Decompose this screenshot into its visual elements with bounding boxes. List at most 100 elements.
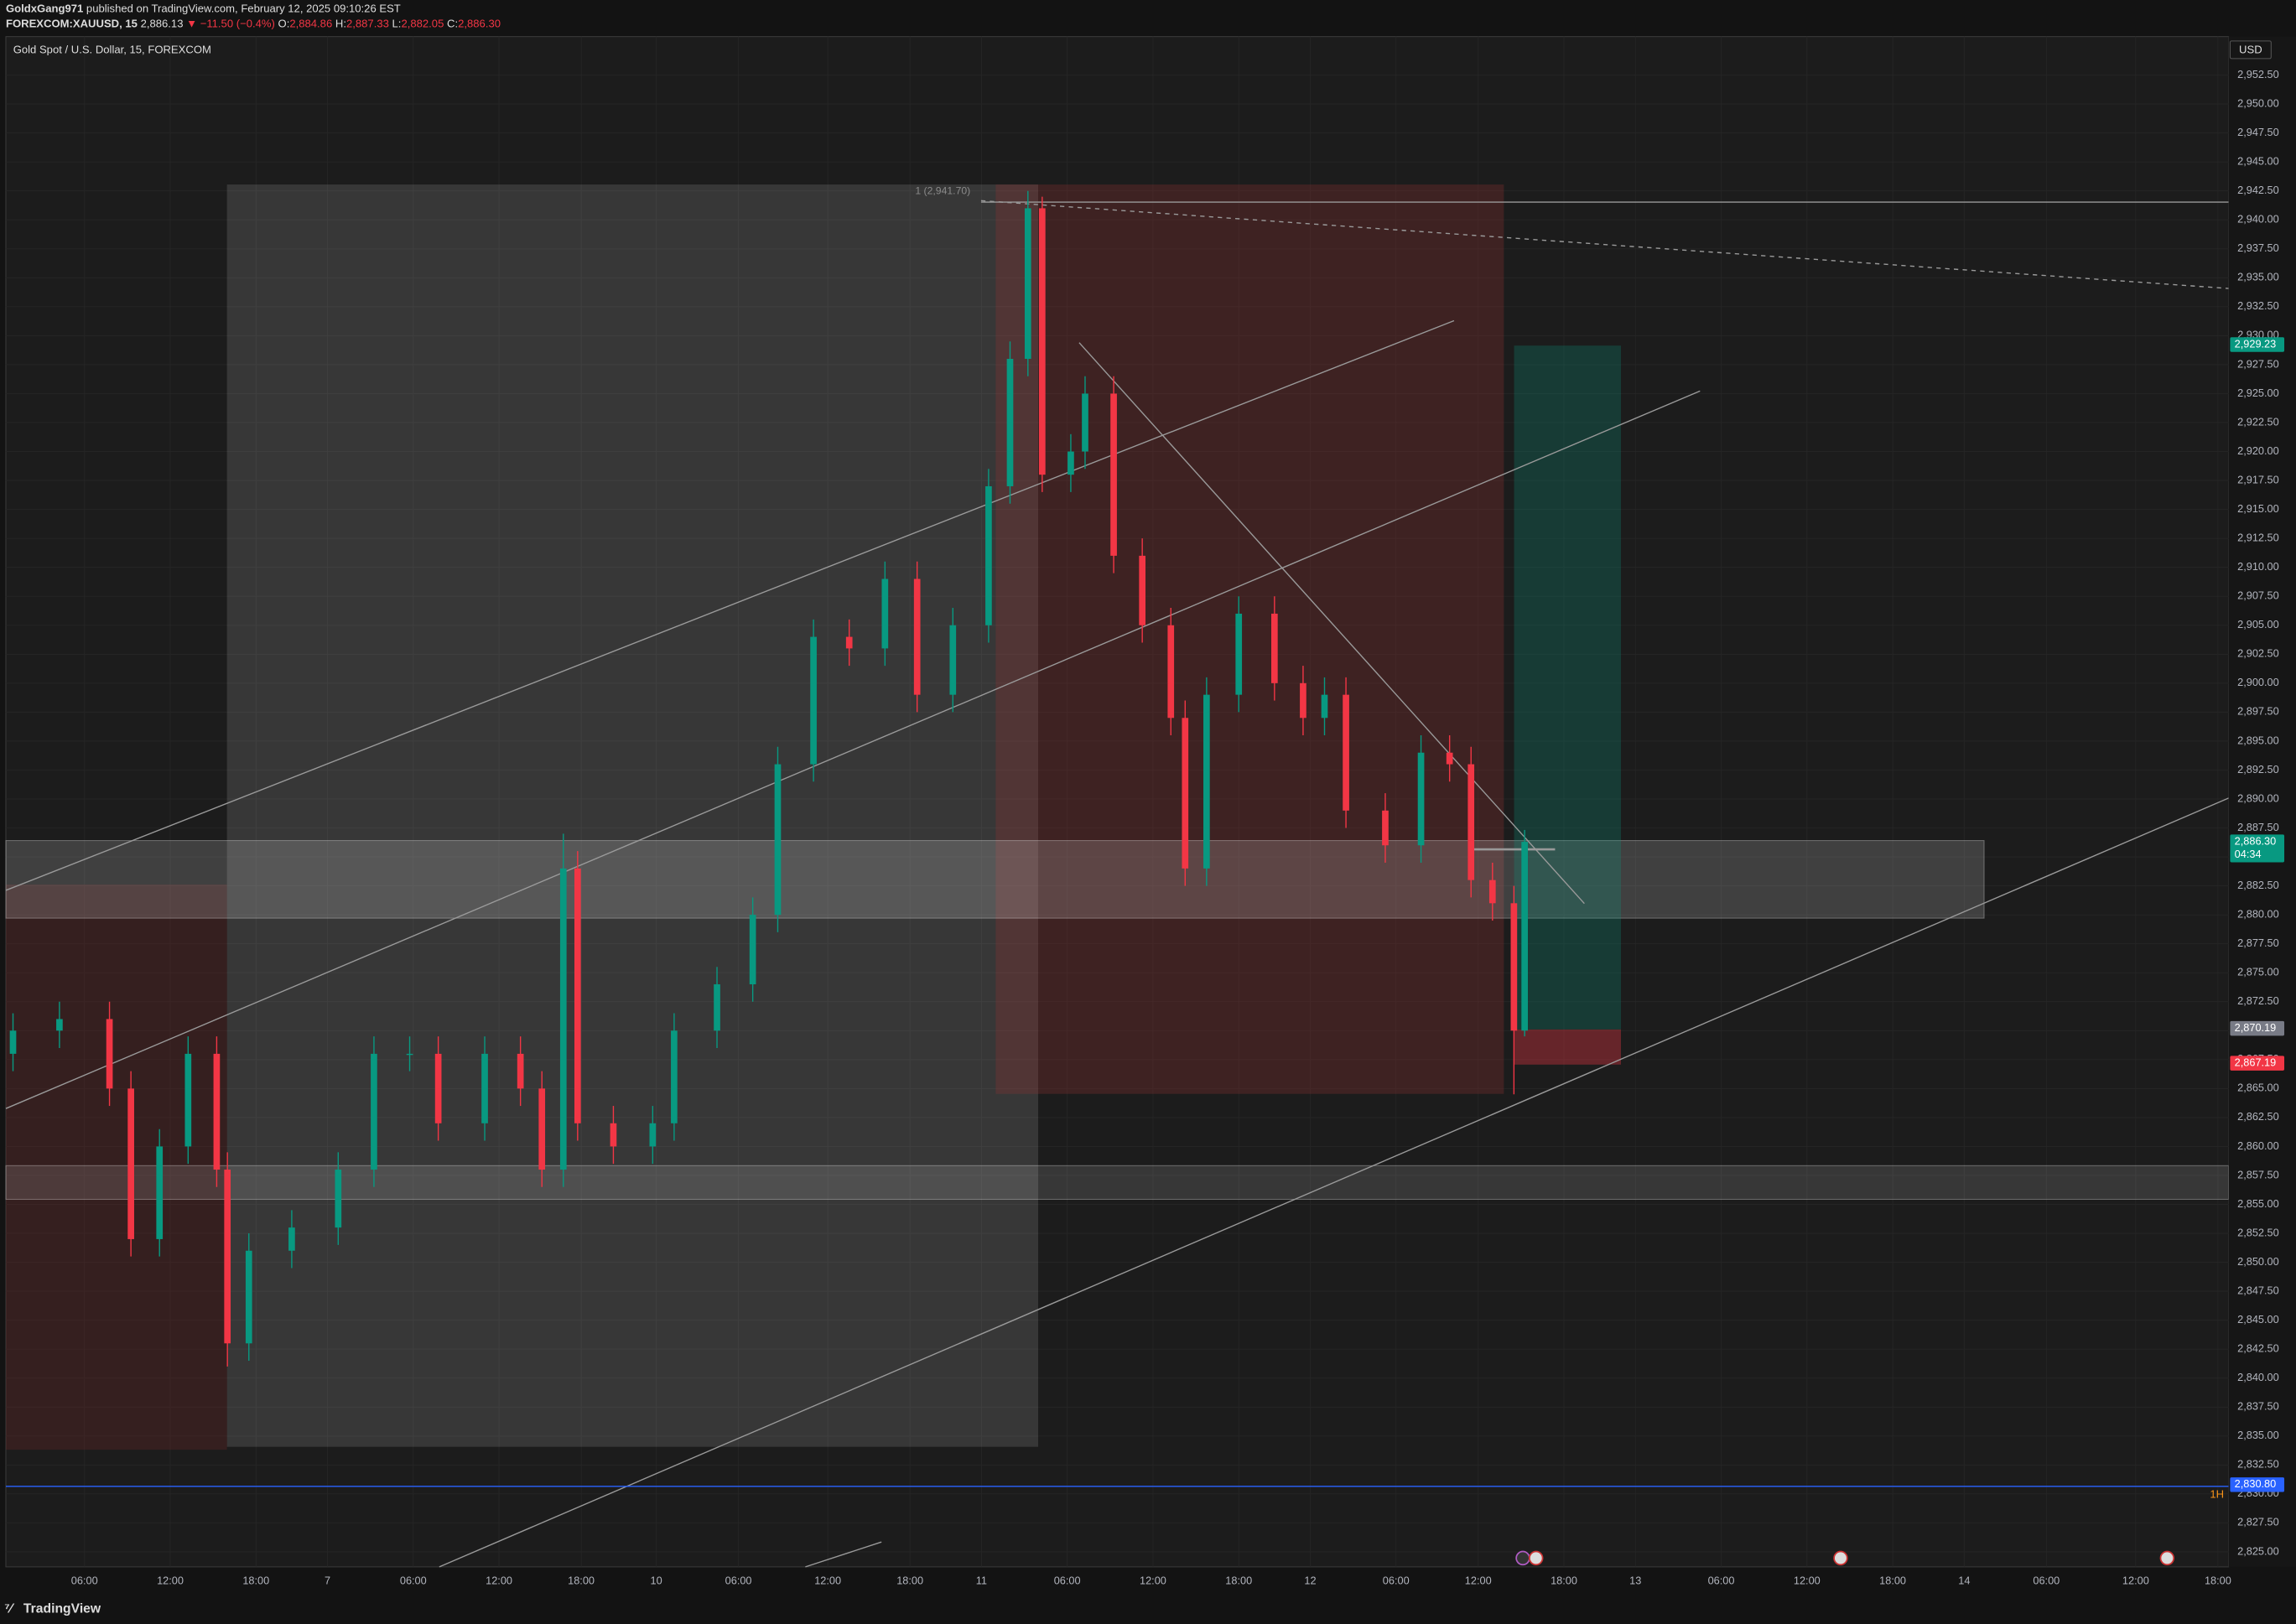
y-tick-label: 2,940.00 (2237, 213, 2279, 226)
chart-title: Gold Spot / U.S. Dollar, 15, FOREXCOM (13, 44, 211, 56)
y-tick-label: 2,905.00 (2237, 618, 2279, 630)
y-tick-label: 2,925.00 (2237, 387, 2279, 399)
y-tick-label: 2,840.00 (2237, 1371, 2279, 1383)
y-tick-label: 2,892.50 (2237, 763, 2279, 776)
y-tick-label: 2,942.50 (2237, 184, 2279, 196)
candle-body (245, 1250, 252, 1344)
candle-body (1006, 359, 1014, 486)
y-tick-label: 2,912.50 (2237, 532, 2279, 544)
price-axis (2228, 36, 2296, 1567)
candle-body (184, 1053, 192, 1147)
y-tick-label: 2,890.00 (2237, 791, 2279, 804)
y-tick-label: 2,875.00 (2237, 966, 2279, 978)
candle-body (913, 579, 921, 695)
candle-body (538, 1088, 546, 1170)
event-icon[interactable] (1515, 1550, 1530, 1566)
target-zone (1514, 345, 1622, 1030)
price-label-box (2230, 1056, 2285, 1071)
author: GoldxGang971 (6, 3, 83, 15)
y-tick-label: 2,865.00 (2237, 1082, 2279, 1094)
candle-body (1038, 208, 1046, 475)
x-tick-label: 06:00 (1708, 1575, 1735, 1587)
channel-line (805, 1541, 882, 1568)
zone-box (5, 884, 227, 1450)
y-tick-label: 2,882.50 (2237, 879, 2279, 891)
candle-body (127, 1088, 134, 1239)
y-tick-label: 2,855.00 (2237, 1197, 2279, 1210)
candle-body (1203, 694, 1210, 869)
x-tick-label: 13 (1629, 1575, 1641, 1587)
candle-body (949, 625, 957, 695)
y-tick-label: 2,945.00 (2237, 155, 2279, 168)
y-tick-label: 2,857.50 (2237, 1168, 2279, 1180)
currency-box[interactable] (2229, 40, 2272, 60)
event-icon[interactable] (2159, 1550, 2175, 1566)
y-tick-label: 2,887.50 (2237, 821, 2279, 833)
event-icon[interactable] (1833, 1550, 1848, 1566)
candle-body (1139, 555, 1146, 625)
y-tick-label: 2,900.00 (2237, 676, 2279, 688)
candle-body (481, 1053, 488, 1123)
candle-body (774, 764, 782, 916)
x-tick-label: 12:00 (157, 1575, 184, 1587)
candle-body (106, 1019, 113, 1089)
candle-body (288, 1227, 295, 1251)
x-tick-label: 06:00 (1054, 1575, 1081, 1587)
last-price: 2,886.13 (141, 18, 184, 30)
candle-body (1082, 393, 1088, 452)
y-tick-label: 2,845.00 (2237, 1313, 2279, 1326)
x-tick-label: 18:00 (1879, 1575, 1906, 1587)
y-tick-label: 2,950.00 (2237, 96, 2279, 109)
annotation: 1 (2,941.70) (915, 185, 970, 197)
y-tick-label: 2,922.50 (2237, 415, 2279, 428)
y-tick-label: 2,932.50 (2237, 299, 2279, 312)
demand-zone (5, 1165, 2230, 1201)
candle-body (749, 915, 756, 985)
x-tick-label: 12:00 (2122, 1575, 2149, 1587)
y-tick-label: 2,877.50 (2237, 937, 2279, 949)
y-tick-label: 2,910.00 (2237, 560, 2279, 573)
x-tick-label: 11 (976, 1575, 987, 1587)
candle-body (1321, 694, 1328, 719)
price-label-box (2230, 337, 2285, 352)
y-tick-label: 2,837.50 (2237, 1400, 2279, 1413)
ohlc-value: 2,882.05 (401, 18, 444, 30)
y-tick-label: 2,927.50 (2237, 357, 2279, 370)
candle-body (985, 485, 992, 625)
y-tick-label: 2,907.50 (2237, 589, 2279, 602)
ohlc-key: C: (447, 18, 458, 30)
event-icon[interactable] (1529, 1550, 1544, 1566)
x-tick-label: 12:00 (1465, 1575, 1492, 1587)
ohlc-key: O: (278, 18, 290, 30)
x-tick-label: 14 (1958, 1575, 1970, 1587)
plot-area (5, 36, 2230, 1568)
x-tick-label: 06:00 (71, 1575, 98, 1587)
x-tick-label: 06:00 (2033, 1575, 2060, 1587)
y-tick-label: 2,847.50 (2237, 1284, 2279, 1296)
candle-body (559, 868, 567, 1170)
interval-badge: 1H (2210, 1488, 2224, 1501)
candle-body (649, 1123, 657, 1147)
price-label-sub: 04:34 (2235, 848, 2262, 860)
x-tick-label: 18:00 (1225, 1575, 1252, 1587)
candle-body (810, 636, 817, 765)
price-label-box (2230, 1020, 2285, 1036)
candle-body (1382, 810, 1389, 846)
candle-body (1521, 842, 1528, 1031)
candle-body (1488, 879, 1496, 904)
candle-body (1417, 752, 1425, 846)
candle-body (1182, 718, 1189, 869)
symbol: FOREXCOM:XAUUSD, 15 (6, 18, 138, 30)
x-tick-label: 12:00 (486, 1575, 512, 1587)
candle-body (574, 868, 581, 1123)
x-tick-label: 12:00 (1794, 1575, 1821, 1587)
candle-body (213, 1053, 221, 1170)
price-label: 2,867.19 (2235, 1056, 2277, 1068)
candle-body (56, 1019, 63, 1031)
channel-line (5, 319, 1455, 891)
y-tick-label: 2,880.00 (2237, 907, 2279, 920)
price-label-box (2230, 1477, 2285, 1492)
candle-body (1343, 694, 1349, 811)
y-tick-label: 2,827.50 (2237, 1516, 2279, 1528)
